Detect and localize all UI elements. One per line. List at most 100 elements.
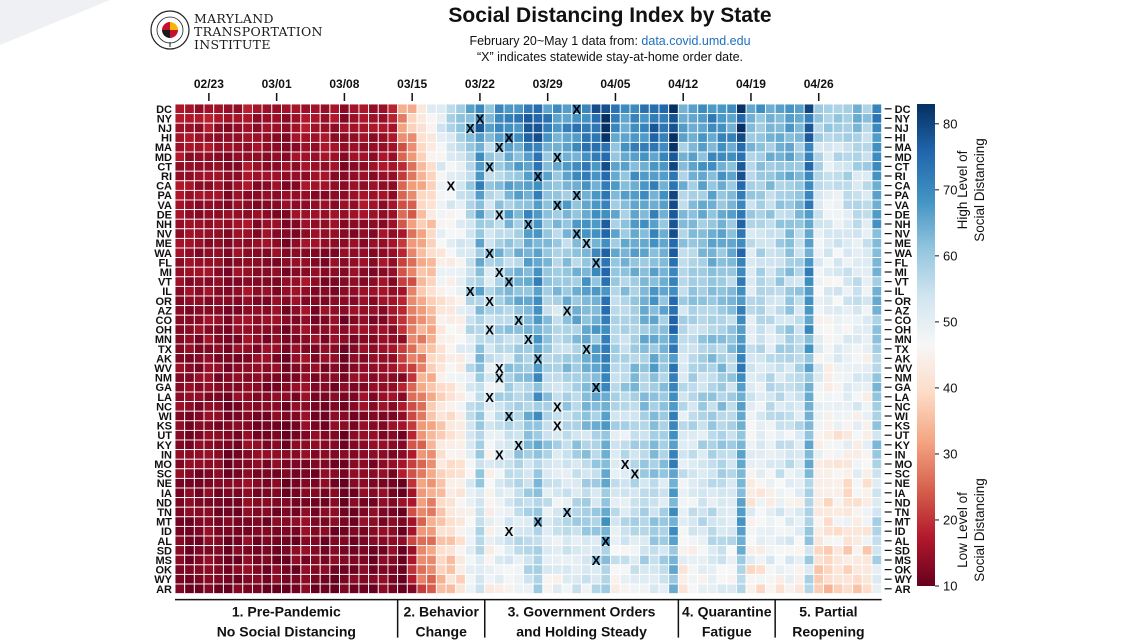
heatmap-cell xyxy=(745,314,757,326)
heatmap-cell xyxy=(542,305,553,316)
heatmap-cell xyxy=(523,458,534,470)
heatmap-cell xyxy=(871,535,883,547)
heatmap-cell xyxy=(213,497,224,508)
heatmap-cell xyxy=(174,535,186,547)
heatmap-cell xyxy=(852,458,863,470)
heatmap-cell xyxy=(339,257,350,268)
heatmap-cell xyxy=(590,189,602,201)
heatmap-cell xyxy=(668,257,679,268)
heatmap-cell xyxy=(251,449,263,460)
heatmap-cell xyxy=(639,209,650,220)
heatmap-cell xyxy=(774,218,786,230)
heatmap-cell xyxy=(329,362,341,374)
heatmap-cell xyxy=(261,305,273,316)
heatmap-cell xyxy=(716,285,728,297)
heatmap-cell xyxy=(387,573,399,585)
heatmap-cell xyxy=(590,218,602,230)
heatmap-cell xyxy=(552,333,563,345)
heatmap-cell xyxy=(368,468,379,479)
heatmap-cell xyxy=(290,353,302,364)
heatmap-cell xyxy=(600,237,612,249)
heatmap-cell xyxy=(193,554,205,566)
heatmap-cell xyxy=(532,103,544,115)
heatmap-cell xyxy=(271,113,282,124)
heatmap-cell xyxy=(513,497,524,508)
heatmap-cell xyxy=(397,305,408,316)
heatmap-cell xyxy=(242,132,253,143)
heatmap-cell xyxy=(552,439,563,451)
heatmap-cell xyxy=(861,276,873,287)
heatmap-cell xyxy=(600,103,612,115)
heatmap-cell xyxy=(765,477,776,489)
heatmap-cell xyxy=(629,170,641,182)
heatmap-cell xyxy=(416,276,428,287)
heatmap-cell xyxy=(765,218,776,230)
heatmap-cell xyxy=(319,314,331,326)
heatmap-cell xyxy=(648,420,660,431)
heatmap-cell xyxy=(610,228,621,239)
heatmap-cell xyxy=(639,170,650,182)
heatmap-cell xyxy=(348,151,360,163)
y-tick-label-right: UT xyxy=(895,430,910,442)
heatmap-cell xyxy=(735,189,747,201)
heatmap-cell xyxy=(339,170,350,182)
heatmap-cell xyxy=(358,132,370,143)
heatmap-cell xyxy=(726,324,737,335)
heatmap-cell xyxy=(184,180,195,191)
heatmap-cell xyxy=(174,564,186,575)
heatmap-cell xyxy=(648,477,660,489)
heatmap-cell xyxy=(784,372,795,383)
y-tick-label-left: KS xyxy=(157,421,172,433)
heatmap-cell xyxy=(184,458,195,470)
heatmap-cell xyxy=(232,257,244,268)
heatmap-cell xyxy=(668,295,679,307)
heatmap-cell xyxy=(823,305,834,316)
heatmap-cell xyxy=(464,324,476,335)
heatmap-cell xyxy=(726,170,737,182)
heatmap-cell xyxy=(532,189,544,201)
heatmap-cell xyxy=(426,305,437,316)
heatmap-cell xyxy=(300,189,311,201)
heatmap-cell xyxy=(242,141,253,153)
heatmap-cell xyxy=(803,420,815,431)
heatmap-cell xyxy=(184,170,195,182)
heatmap-cell xyxy=(542,218,553,230)
heatmap-cell xyxy=(610,381,621,393)
heatmap-cell xyxy=(745,535,757,547)
heatmap-cell xyxy=(339,122,350,134)
heatmap-cell xyxy=(639,266,650,278)
heatmap-cell xyxy=(755,237,766,249)
heatmap-cell xyxy=(542,381,553,393)
heatmap-cell xyxy=(600,247,612,259)
heatmap-cell xyxy=(658,362,670,374)
heatmap-cell xyxy=(474,439,486,451)
heatmap-cell xyxy=(300,353,311,364)
heatmap-cell xyxy=(319,247,331,259)
heatmap-cell xyxy=(581,391,592,403)
heatmap-cell xyxy=(300,170,311,182)
heatmap-cell xyxy=(213,535,224,547)
heatmap-cell xyxy=(639,276,650,287)
heatmap-cell xyxy=(484,564,495,575)
heatmap-cell xyxy=(823,228,834,239)
heatmap-cell xyxy=(774,554,786,566)
heatmap-cell xyxy=(310,276,321,287)
y-tick-label-left: ME xyxy=(156,238,173,250)
heatmap-cell xyxy=(542,554,553,566)
heatmap-cell xyxy=(426,199,437,211)
heatmap-cell xyxy=(445,564,457,575)
stay-at-home-marker: X xyxy=(485,159,494,174)
heatmap-cell xyxy=(397,314,408,326)
heatmap-cell xyxy=(610,285,621,297)
heatmap-cell xyxy=(271,141,282,153)
heatmap-cell xyxy=(871,391,883,403)
heatmap-cell xyxy=(677,458,689,470)
heatmap-cell xyxy=(251,545,263,556)
data-source-link[interactable]: data.covid.umd.edu xyxy=(641,34,751,48)
heatmap-cell xyxy=(232,535,244,547)
heatmap-cell xyxy=(377,381,389,393)
heatmap-cell xyxy=(329,583,341,595)
heatmap-cell xyxy=(735,141,747,153)
heatmap-cell xyxy=(523,353,534,364)
heatmap-cell xyxy=(668,189,679,201)
